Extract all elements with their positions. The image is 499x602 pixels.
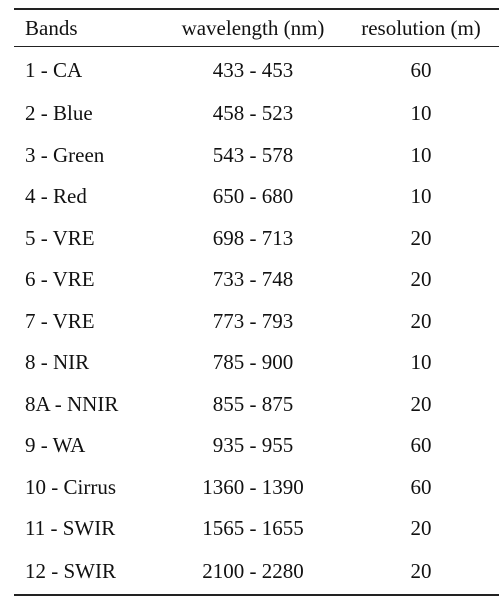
wavelength-cell: 855 - 875 [212,391,294,416]
resolution-cell: 60 [410,474,432,499]
table-row: 8A - NNIR 855 - 875 20 [14,384,499,426]
resolution-cell: 20 [410,516,432,541]
header-row: Bands wavelength (nm) resolution (m) [14,9,499,47]
table-row: 2 - Blue 458 - 523 10 [14,93,499,135]
band-cell: 9 - WA [25,433,86,458]
bands-table: Bands wavelength (nm) resolution (m) 1 -… [14,8,499,596]
wavelength-cell: 458 - 523 [212,101,294,126]
band-cell: 5 - VRE [25,225,95,250]
resolution-cell: 10 [410,101,432,126]
resolution-cell: 10 [410,142,432,167]
band-cell: 10 - Cirrus [25,474,116,499]
wavelength-cell: 433 - 453 [212,57,294,82]
resolution-cell: 20 [410,308,432,333]
table-row: 9 - WA 935 - 955 60 [14,425,499,467]
wavelength-cell: 543 - 578 [212,142,294,167]
resolution-cell: 20 [410,391,432,416]
band-cell: 1 - CA [25,57,83,82]
band-cell: 6 - VRE [25,267,95,292]
table-row: 12 - SWIR 2100 - 2280 20 [14,550,499,595]
wavelength-cell: 785 - 900 [212,350,294,375]
resolution-cell: 20 [410,225,432,250]
table-row: 6 - VRE 733 - 748 20 [14,259,499,301]
resolution-cell: 60 [410,57,432,82]
resolution-cell: 10 [410,350,432,375]
table-row: 1 - CA 433 - 453 60 [14,47,499,94]
table-row: 11 - SWIR 1565 - 1655 20 [14,508,499,550]
wavelength-cell: 935 - 955 [212,433,294,458]
table-header: Bands wavelength (nm) resolution (m) [14,9,499,47]
resolution-cell: 20 [410,267,432,292]
wavelength-cell: 650 - 680 [212,184,294,209]
band-cell: 12 - SWIR [25,559,116,583]
wavelength-cell: 1565 - 1655 [202,516,304,541]
table-row: 7 - VRE 773 - 793 20 [14,301,499,343]
table-body: 1 - CA 433 - 453 60 2 - Blue 458 - 523 1… [14,47,499,595]
table-row: 8 - NIR 785 - 900 10 [14,342,499,384]
table-row: 4 - Red 650 - 680 10 [14,176,499,218]
band-cell: 8A - NNIR [25,391,119,416]
band-cell: 11 - SWIR [25,516,116,541]
band-cell: 4 - Red [25,184,87,209]
wavelength-cell: 1360 - 1390 [202,474,304,499]
wavelength-cell: 2100 - 2280 [202,559,304,583]
band-cell: 7 - VRE [25,308,95,333]
band-cell: 8 - NIR [25,350,90,375]
band-cell: 3 - Green [25,142,105,167]
resolution-cell: 20 [410,559,432,583]
resolution-cell: 10 [410,184,432,209]
header-wavelength: wavelength (nm) [181,15,325,40]
table-row: 5 - VRE 698 - 713 20 [14,218,499,260]
table-row: 3 - Green 543 - 578 10 [14,135,499,177]
wavelength-cell: 773 - 793 [212,308,294,333]
bands-table-container: Bands wavelength (nm) resolution (m) 1 -… [14,8,499,596]
wavelength-cell: 733 - 748 [212,267,294,292]
header-bands: Bands [25,15,78,40]
resolution-cell: 60 [410,433,432,458]
table-row: 10 - Cirrus 1360 - 1390 60 [14,467,499,509]
band-cell: 2 - Blue [25,101,93,126]
header-resolution: resolution (m) [361,15,481,40]
wavelength-cell: 698 - 713 [212,225,294,250]
